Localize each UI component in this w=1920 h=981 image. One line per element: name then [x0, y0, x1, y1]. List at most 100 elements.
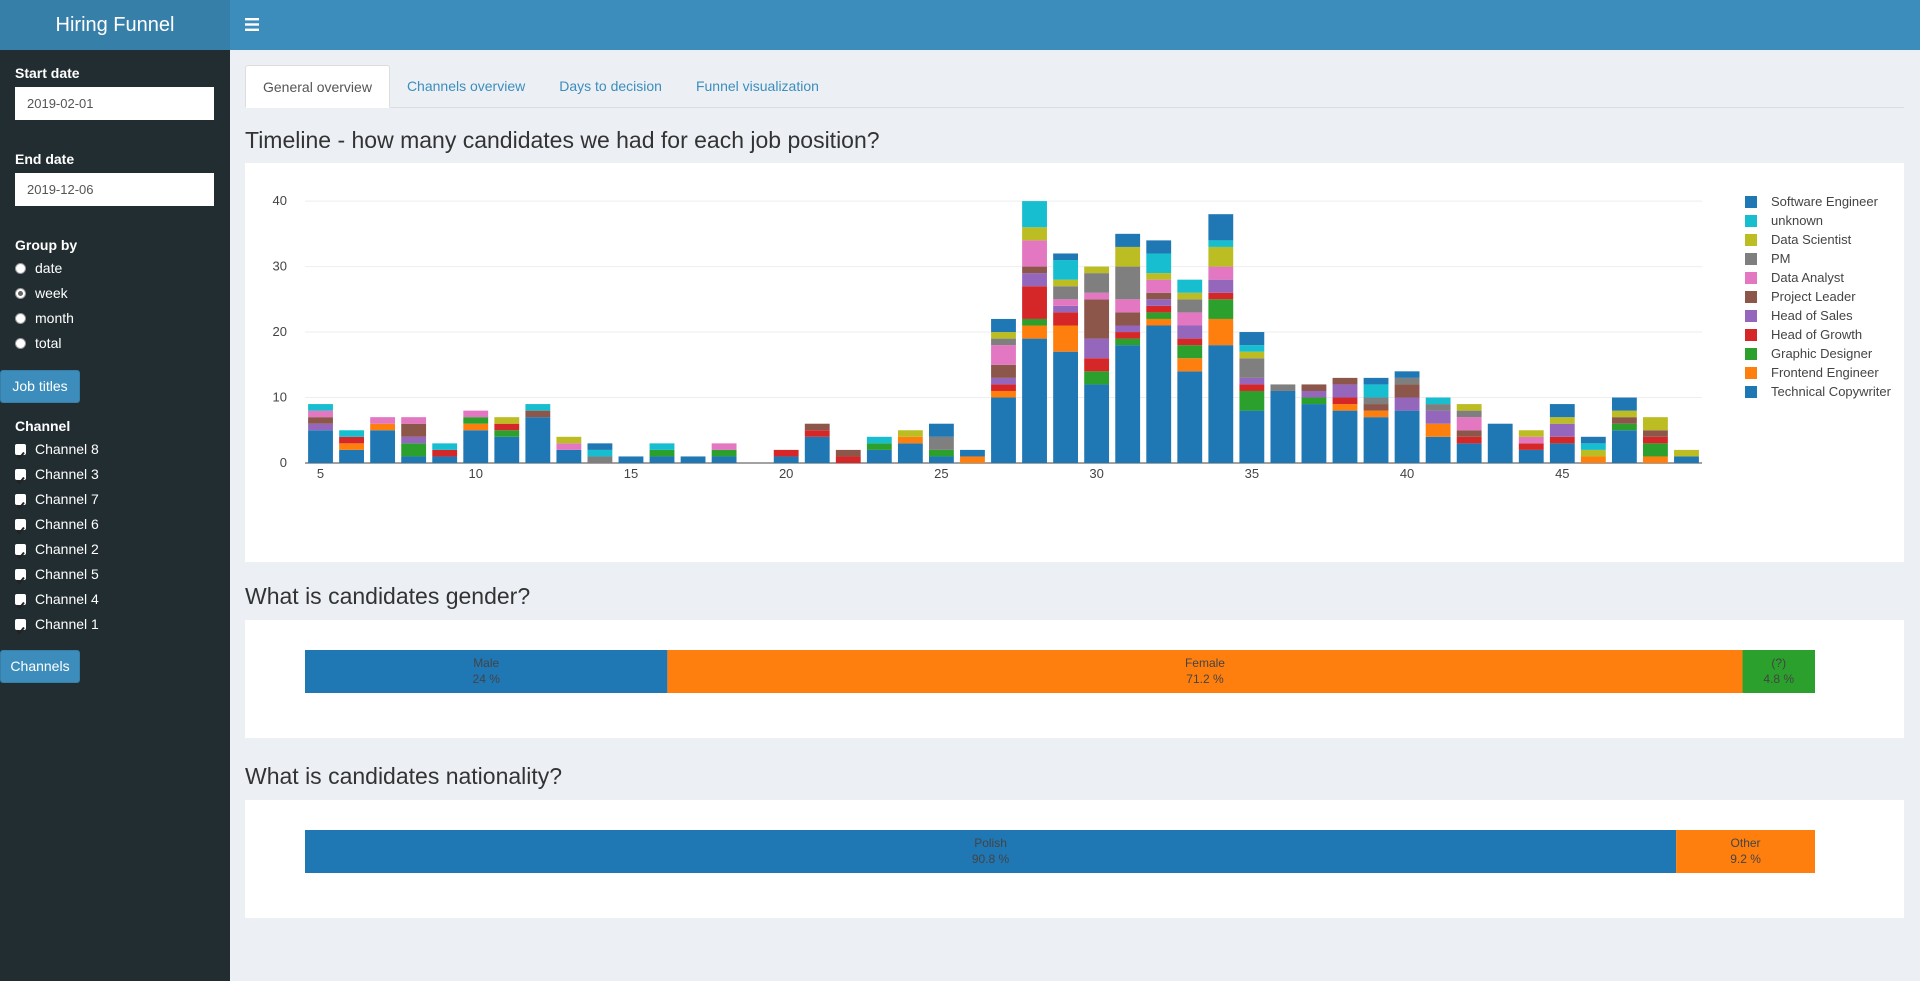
radio-button[interactable] [15, 288, 26, 299]
bar-segment [1177, 312, 1203, 326]
bar-segment [1301, 390, 1327, 398]
app-title[interactable]: Hiring Funnel [0, 0, 230, 50]
legend-swatch [1745, 234, 1757, 246]
bar-segment [1394, 371, 1420, 378]
sidebar-toggle[interactable] [245, 17, 259, 32]
bar-segment [991, 377, 1016, 385]
checkbox-option[interactable]: Channel 4 [15, 587, 99, 612]
bar-segment [1487, 423, 1513, 463]
tab[interactable]: Funnel visualization [695, 78, 819, 94]
tab[interactable]: Days to decision [559, 78, 662, 94]
radio-option[interactable]: month [15, 306, 74, 331]
checkbox-option[interactable]: Channel 5 [15, 562, 99, 587]
legend-swatch [1745, 291, 1757, 303]
bar-segment [804, 423, 830, 431]
bar-segment [711, 443, 737, 450]
checkbox[interactable] [15, 594, 26, 610]
bar-segment [494, 423, 520, 431]
tab[interactable]: General overview [245, 65, 390, 108]
checkbox[interactable] [15, 469, 26, 485]
bar-segment [1053, 279, 1079, 287]
bar-segment [1332, 404, 1358, 411]
bar-segment [1146, 325, 1172, 463]
bar-segment [1022, 273, 1047, 287]
checkbox[interactable] [15, 519, 26, 535]
bar-segment [991, 397, 1016, 463]
radio-option[interactable]: total [15, 331, 61, 356]
bar-segment [1208, 214, 1234, 241]
bar-segment [1332, 397, 1358, 405]
radio-button[interactable] [15, 313, 26, 324]
x-tick-label: 20 [779, 466, 793, 481]
radio-button[interactable] [15, 263, 26, 274]
bar-segment [1676, 830, 1815, 873]
bar-segment [991, 390, 1016, 398]
start-date-input[interactable]: 2019-02-01 [15, 87, 214, 120]
tab[interactable]: Channels overview [406, 78, 526, 94]
bar-segment [928, 449, 954, 457]
bar-segment [960, 449, 985, 457]
bar-segment [1643, 417, 1668, 431]
bar-segment [401, 456, 427, 463]
bar-segment [1146, 279, 1172, 293]
checkbox[interactable] [15, 619, 26, 635]
bar-segment [556, 443, 582, 450]
radio-option[interactable]: week [15, 281, 68, 306]
bar-segment [1053, 305, 1079, 313]
legend-label: Head of Growth [1771, 327, 1862, 342]
bar-segment [1177, 371, 1203, 463]
bar-segment [401, 423, 427, 437]
legend-label: Project Leader [1771, 289, 1856, 304]
bar-segment [1177, 345, 1203, 359]
checkbox-option[interactable]: Channel 1 [15, 612, 99, 637]
checkbox[interactable] [15, 494, 26, 510]
bar-segment [991, 332, 1016, 339]
bar-segment [1146, 253, 1172, 274]
bar-segment [866, 449, 892, 463]
end-date-input[interactable]: 2019-12-06 [15, 173, 214, 206]
y-tick-label: 20 [273, 324, 287, 339]
radio-dot [18, 291, 23, 296]
segment-label: Polish [974, 836, 1007, 850]
checkbox-option[interactable]: Channel 6 [15, 512, 99, 537]
bar-segment [1053, 325, 1079, 352]
y-tick-label: 10 [273, 390, 287, 405]
bar-segment [1363, 397, 1389, 405]
bar-segment [587, 456, 613, 463]
bar-segment [1643, 443, 1668, 457]
bar-segment [1084, 358, 1110, 372]
bar-segment [1146, 273, 1172, 280]
bar-segment [1363, 384, 1389, 398]
bar-segment [1332, 410, 1358, 463]
end-date-label: End date [15, 151, 75, 167]
y-tick-label: 0 [280, 455, 287, 470]
bar-segment [1580, 456, 1606, 463]
checkbox-label: Channel 6 [35, 516, 99, 532]
bar-segment [991, 318, 1016, 333]
job-titles-button[interactable]: Job titles [0, 370, 80, 403]
channels-button[interactable]: Channels [0, 650, 80, 683]
bar-segment [773, 456, 799, 463]
x-tick-label: 5 [317, 466, 324, 481]
checkbox-option[interactable]: Channel 7 [15, 487, 99, 512]
checkbox[interactable] [15, 544, 26, 560]
bar-segment [1115, 325, 1141, 333]
bar-segment [1177, 279, 1203, 293]
bar-segment [1146, 299, 1172, 306]
radio-button[interactable] [15, 338, 26, 349]
checkbox-option[interactable]: Channel 8 [15, 437, 99, 462]
bar-segment [1084, 273, 1110, 293]
bar-segment [1425, 397, 1451, 405]
radio-label: total [35, 335, 62, 351]
bar-segment [370, 430, 396, 463]
checkbox-option[interactable]: Channel 2 [15, 537, 99, 562]
bar-segment [1518, 430, 1544, 437]
bar-segment [1301, 404, 1327, 463]
checkbox-option[interactable]: Channel 3 [15, 462, 99, 487]
checkbox[interactable] [15, 569, 26, 585]
checkbox[interactable] [15, 444, 26, 460]
bar-segment [680, 456, 706, 463]
radio-option[interactable]: date [15, 256, 62, 281]
bar-segment [960, 456, 985, 463]
